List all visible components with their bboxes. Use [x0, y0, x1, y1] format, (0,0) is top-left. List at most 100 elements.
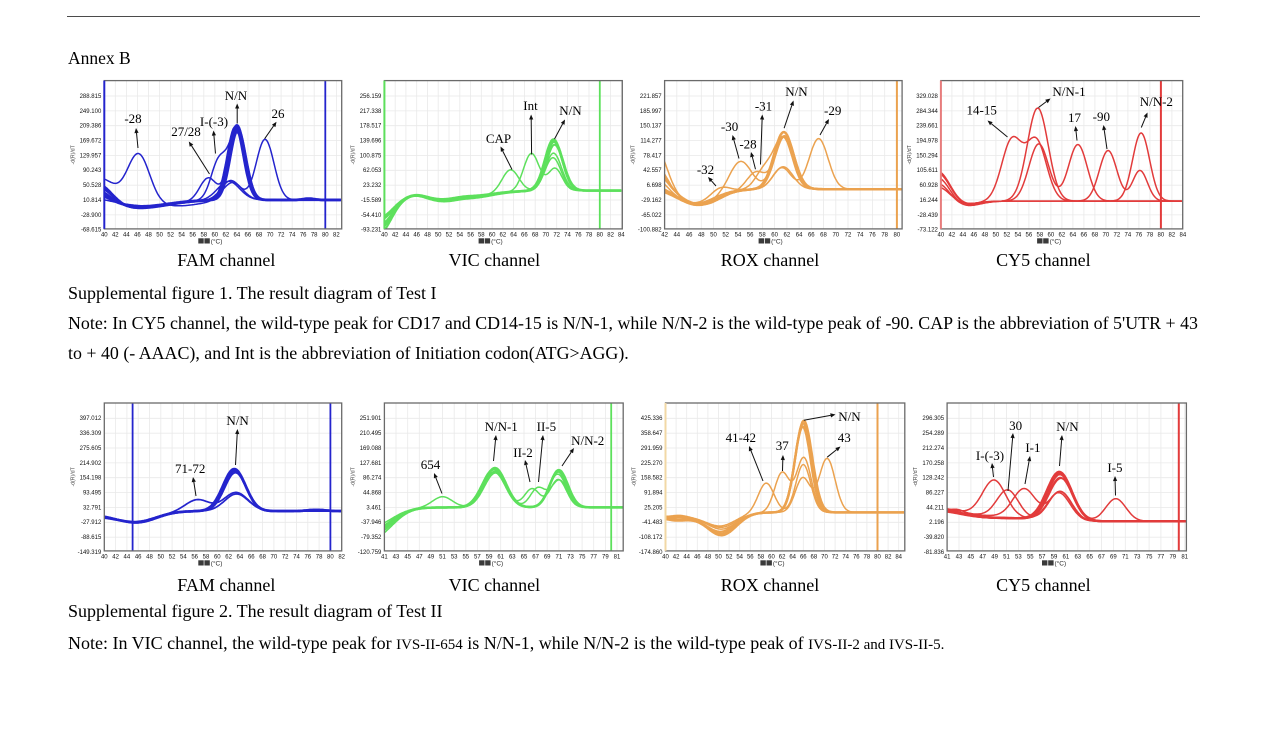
svg-text:62: 62	[784, 233, 791, 239]
svg-text:67: 67	[1098, 555, 1105, 561]
svg-text:N/N-2: N/N-2	[1140, 94, 1173, 109]
svg-text:61: 61	[497, 555, 504, 561]
svg-text:239.661: 239.661	[916, 124, 938, 130]
svg-text:291.959: 291.959	[641, 446, 663, 452]
svg-text:-39.820: -39.820	[924, 535, 945, 541]
svg-text:56: 56	[467, 233, 474, 239]
svg-text:74: 74	[842, 555, 849, 561]
svg-text:62: 62	[225, 555, 232, 561]
svg-text:46: 46	[686, 233, 693, 239]
svg-text:70: 70	[1103, 233, 1110, 239]
svg-text:79: 79	[1169, 555, 1176, 561]
svg-text:62.053: 62.053	[363, 168, 382, 174]
svg-text:86.274: 86.274	[363, 476, 382, 482]
svg-text:50: 50	[715, 555, 722, 561]
svg-text:84: 84	[895, 555, 902, 561]
svg-text:49: 49	[991, 555, 998, 561]
svg-text:41: 41	[381, 555, 388, 561]
svg-text:-149.319: -149.319	[78, 550, 102, 556]
svg-text:84: 84	[1180, 233, 1187, 239]
svg-text:52: 52	[167, 233, 174, 239]
svg-text:69: 69	[544, 555, 551, 561]
svg-text:44: 44	[673, 233, 680, 239]
svg-text:40: 40	[381, 233, 388, 239]
svg-text:80: 80	[327, 555, 334, 561]
svg-text:I-1: I-1	[1025, 440, 1040, 455]
svg-text:105.611: 105.611	[917, 168, 939, 174]
svg-text:68: 68	[820, 233, 827, 239]
svg-text:68: 68	[811, 555, 818, 561]
svg-text:-28.439: -28.439	[918, 213, 939, 219]
svg-text:I-(-3): I-(-3)	[976, 448, 1004, 463]
svg-text:114.277: 114.277	[640, 139, 662, 145]
svg-text:37: 37	[776, 438, 790, 453]
svg-text:(°C): (°C)	[211, 238, 223, 246]
svg-text:-54.410: -54.410	[361, 213, 382, 219]
svg-text:(°C): (°C)	[771, 238, 783, 246]
svg-text:68: 68	[532, 233, 539, 239]
svg-text:14-15: 14-15	[967, 103, 997, 118]
svg-text:-d(R)/dT: -d(R)/dT	[70, 466, 76, 486]
svg-text:60: 60	[1048, 233, 1055, 239]
svg-text:329.028: 329.028	[916, 94, 938, 100]
svg-text:70: 70	[832, 233, 839, 239]
svg-text:64: 64	[234, 233, 241, 239]
svg-text:214.902: 214.902	[80, 461, 102, 467]
svg-text:44: 44	[123, 233, 130, 239]
svg-text:66: 66	[800, 555, 807, 561]
svg-text:-d(R)/dT: -d(R)/dT	[70, 144, 76, 164]
svg-text:72: 72	[282, 555, 289, 561]
svg-text:60: 60	[214, 555, 221, 561]
svg-text:N/N: N/N	[226, 413, 249, 428]
svg-text:63: 63	[1074, 555, 1081, 561]
svg-text:76: 76	[1136, 233, 1143, 239]
svg-text:54: 54	[736, 555, 743, 561]
svg-text:-90: -90	[1093, 109, 1110, 124]
svg-text:42: 42	[673, 555, 680, 561]
svg-text:81: 81	[614, 555, 621, 561]
svg-text:N/N: N/N	[225, 88, 248, 103]
svg-text:54: 54	[1015, 233, 1022, 239]
svg-text:-37.946: -37.946	[361, 520, 382, 526]
svg-text:50: 50	[710, 233, 717, 239]
svg-text:169.672: 169.672	[80, 139, 102, 145]
svg-text:48: 48	[145, 233, 152, 239]
svg-text:74: 74	[564, 233, 571, 239]
svg-text:86.227: 86.227	[926, 491, 945, 497]
svg-text:50: 50	[993, 233, 1000, 239]
svg-text:N/N-1: N/N-1	[485, 419, 518, 434]
svg-text:58: 58	[759, 233, 766, 239]
svg-text:358.647: 358.647	[641, 431, 663, 437]
svg-text:-d(R)/dT: -d(R)/dT	[350, 144, 356, 164]
svg-text:72: 72	[832, 555, 839, 561]
svg-text:54: 54	[180, 555, 187, 561]
svg-text:-65.022: -65.022	[641, 213, 662, 219]
svg-text:44.211: 44.211	[926, 505, 945, 511]
svg-text:80: 80	[894, 233, 901, 239]
svg-text:284.344: 284.344	[916, 109, 938, 115]
svg-text:-108.172: -108.172	[639, 535, 663, 541]
svg-text:425.336: 425.336	[641, 416, 663, 422]
svg-text:78: 78	[881, 233, 888, 239]
svg-text:275.605: 275.605	[80, 446, 102, 452]
svg-text:62: 62	[1059, 233, 1066, 239]
svg-text:42: 42	[112, 555, 119, 561]
svg-text:(°C): (°C)	[1050, 238, 1062, 246]
svg-text:68: 68	[256, 233, 263, 239]
svg-text:40: 40	[938, 233, 945, 239]
svg-text:46: 46	[694, 555, 701, 561]
svg-text:48: 48	[146, 555, 153, 561]
svg-text:46: 46	[971, 233, 978, 239]
svg-text:76: 76	[869, 233, 876, 239]
svg-text:64: 64	[237, 555, 244, 561]
svg-text:(°C): (°C)	[492, 560, 504, 568]
svg-text:69: 69	[1110, 555, 1117, 561]
svg-text:71: 71	[556, 555, 563, 561]
svg-text:(°C): (°C)	[491, 238, 503, 246]
svg-text:42: 42	[661, 233, 668, 239]
svg-text:82: 82	[1169, 233, 1176, 239]
svg-text:40: 40	[101, 555, 108, 561]
svg-text:78: 78	[316, 555, 323, 561]
svg-text:-93.231: -93.231	[361, 228, 382, 234]
svg-text:129.957: 129.957	[80, 153, 102, 159]
